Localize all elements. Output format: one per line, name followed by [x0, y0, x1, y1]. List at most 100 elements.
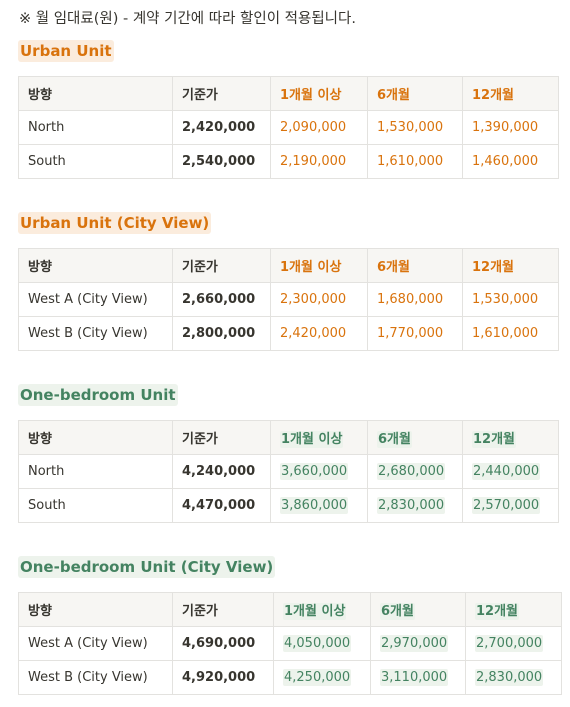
col-header-direction: 방향 — [18, 248, 173, 283]
col-header-12month: 12개월 — [462, 76, 559, 111]
price-table: 방향 기준가 1개월 이상 6개월 12개월 West A (City View… — [18, 248, 559, 351]
cell-price-12month: 1,460,000 — [462, 144, 559, 179]
table-header-row: 방향 기준가 1개월 이상 6개월 12개월 — [18, 592, 562, 627]
cell-6month: 2,830,000 — [367, 488, 463, 523]
cell-12month: 2,440,000 — [462, 454, 559, 489]
table-row: North 2,420,000 2,090,000 1,530,000 1,39… — [18, 110, 559, 145]
col-header-1month-cell: 1개월 이상 — [273, 592, 371, 627]
cell-base-price: 2,420,000 — [172, 110, 271, 145]
pricing-note: ※ 월 임대료(원) - 계약 기간에 따라 할인이 적용됩니다. — [19, 11, 356, 27]
cell-base-price: 2,540,000 — [172, 144, 271, 179]
col-header-6month: 6개월 — [367, 248, 463, 283]
col-header-6month: 6개월 — [367, 76, 463, 111]
col-header-6month: 6개월 — [380, 603, 415, 620]
section-one-bedroom-unit: One-bedroom Unit — [18, 384, 178, 406]
cell-price-1month: 3,860,000 — [280, 497, 349, 514]
col-header-1month: 1개월 이상 — [270, 76, 368, 111]
section-title: One-bedroom Unit — [18, 384, 178, 406]
cell-price-12month: 2,830,000 — [475, 669, 544, 686]
cell-price-6month: 2,970,000 — [380, 635, 449, 652]
table-row: West B (City View) 2,800,000 2,420,000 1… — [18, 316, 559, 351]
table-header-row: 방향 기준가 1개월 이상 6개월 12개월 — [18, 248, 559, 283]
col-header-6month: 6개월 — [377, 431, 412, 448]
price-table: 방향 기준가 1개월 이상 6개월 12개월 North 2,420,000 2… — [18, 76, 559, 179]
col-header-direction: 방향 — [18, 592, 173, 627]
cell-6month: 2,970,000 — [370, 626, 466, 661]
cell-direction: North — [18, 454, 173, 489]
cell-price-6month: 3,110,000 — [380, 669, 449, 686]
col-header-6month-cell: 6개월 — [370, 592, 466, 627]
cell-price-12month: 1,610,000 — [462, 316, 559, 351]
cell-direction: South — [18, 144, 173, 179]
cell-price-1month: 2,300,000 — [270, 282, 368, 317]
cell-base-price: 2,800,000 — [172, 316, 271, 351]
cell-direction: North — [18, 110, 173, 145]
section-urban-unit: Urban Unit — [18, 40, 114, 62]
cell-direction: West A (City View) — [18, 282, 173, 317]
cell-price-1month: 2,090,000 — [270, 110, 368, 145]
col-header-direction: 방향 — [18, 76, 173, 111]
col-header-base: 기준가 — [172, 592, 274, 627]
cell-direction: West B (City View) — [18, 660, 173, 695]
cell-price-6month: 2,680,000 — [377, 463, 446, 480]
section-title: Urban Unit (City View) — [18, 212, 212, 234]
cell-6month: 2,680,000 — [367, 454, 463, 489]
cell-base-price: 4,470,000 — [172, 488, 271, 523]
section-title: Urban Unit — [18, 40, 114, 62]
cell-1month: 4,250,000 — [273, 660, 371, 695]
cell-price-12month: 2,570,000 — [472, 497, 541, 514]
table-row: South 2,540,000 2,190,000 1,610,000 1,46… — [18, 144, 559, 179]
cell-base-price: 4,240,000 — [172, 454, 271, 489]
col-header-base: 기준가 — [172, 420, 271, 455]
cell-12month: 2,570,000 — [462, 488, 559, 523]
cell-12month: 2,830,000 — [465, 660, 562, 695]
cell-price-1month: 2,190,000 — [270, 144, 368, 179]
cell-1month: 4,050,000 — [273, 626, 371, 661]
cell-price-1month: 2,420,000 — [270, 316, 368, 351]
table-row: South 4,470,000 3,860,000 2,830,000 2,57… — [18, 488, 559, 523]
table-row: West A (City View) 2,660,000 2,300,000 1… — [18, 282, 559, 317]
section-urban-unit-city-view: Urban Unit (City View) — [18, 212, 212, 234]
col-header-base: 기준가 — [172, 248, 271, 283]
col-header-1month: 1개월 이상 — [283, 603, 347, 620]
cell-base-price: 4,920,000 — [172, 660, 274, 695]
col-header-1month: 1개월 이상 — [280, 431, 344, 448]
col-header-12month: 12개월 — [475, 603, 520, 620]
cell-price-12month: 2,440,000 — [472, 463, 541, 480]
cell-price-12month: 1,390,000 — [462, 110, 559, 145]
col-header-1month-cell: 1개월 이상 — [270, 420, 368, 455]
price-table: 방향 기준가 1개월 이상 6개월 12개월 North 4,240,000 3… — [18, 420, 559, 523]
col-header-12month: 12개월 — [462, 248, 559, 283]
cell-price-6month: 1,530,000 — [367, 110, 463, 145]
col-header-direction: 방향 — [18, 420, 173, 455]
cell-direction: South — [18, 488, 173, 523]
section-one-bedroom-unit-city-view: One-bedroom Unit (City View) — [18, 556, 276, 578]
cell-direction: West A (City View) — [18, 626, 173, 661]
col-header-base: 기준가 — [172, 76, 271, 111]
cell-price-1month: 4,050,000 — [283, 635, 352, 652]
cell-base-price: 4,690,000 — [172, 626, 274, 661]
price-table: 방향 기준가 1개월 이상 6개월 12개월 West A (City View… — [18, 592, 562, 695]
cell-price-1month: 3,660,000 — [280, 463, 349, 480]
cell-6month: 3,110,000 — [370, 660, 466, 695]
cell-1month: 3,860,000 — [270, 488, 368, 523]
col-header-6month-cell: 6개월 — [367, 420, 463, 455]
cell-price-6month: 2,830,000 — [377, 497, 446, 514]
cell-price-6month: 1,610,000 — [367, 144, 463, 179]
cell-12month: 2,700,000 — [465, 626, 562, 661]
cell-1month: 3,660,000 — [270, 454, 368, 489]
table-row: West B (City View) 4,920,000 4,250,000 3… — [18, 660, 562, 695]
col-header-12month-cell: 12개월 — [462, 420, 559, 455]
table-row: North 4,240,000 3,660,000 2,680,000 2,44… — [18, 454, 559, 489]
col-header-1month: 1개월 이상 — [270, 248, 368, 283]
cell-price-12month: 1,530,000 — [462, 282, 559, 317]
section-title: One-bedroom Unit (City View) — [18, 556, 276, 578]
cell-base-price: 2,660,000 — [172, 282, 271, 317]
col-header-12month-cell: 12개월 — [465, 592, 562, 627]
table-header-row: 방향 기준가 1개월 이상 6개월 12개월 — [18, 76, 559, 111]
cell-price-6month: 1,770,000 — [367, 316, 463, 351]
table-row: West A (City View) 4,690,000 4,050,000 2… — [18, 626, 562, 661]
cell-direction: West B (City View) — [18, 316, 173, 351]
cell-price-6month: 1,680,000 — [367, 282, 463, 317]
col-header-12month: 12개월 — [472, 431, 517, 448]
